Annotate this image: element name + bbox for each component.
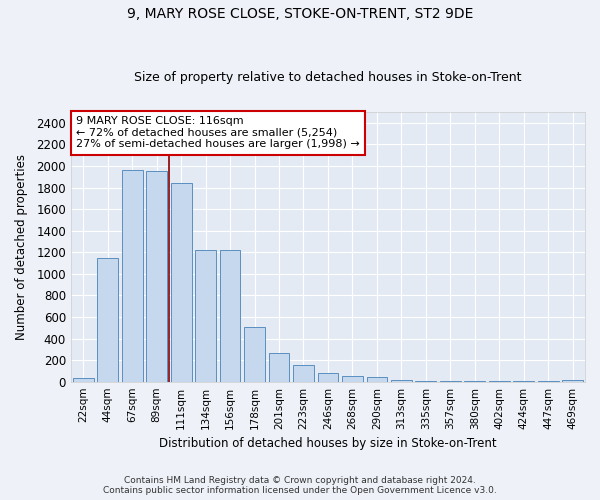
X-axis label: Distribution of detached houses by size in Stoke-on-Trent: Distribution of detached houses by size … xyxy=(159,437,497,450)
Bar xyxy=(146,172,167,382)
Bar xyxy=(489,381,510,382)
Bar xyxy=(170,183,191,382)
Bar xyxy=(122,170,143,382)
Bar xyxy=(220,250,241,382)
Bar xyxy=(464,381,485,382)
Bar xyxy=(415,380,436,382)
Bar xyxy=(73,378,94,382)
Bar xyxy=(97,258,118,382)
Text: 9 MARY ROSE CLOSE: 116sqm
← 72% of detached houses are smaller (5,254)
27% of se: 9 MARY ROSE CLOSE: 116sqm ← 72% of detac… xyxy=(76,116,360,150)
Bar xyxy=(391,380,412,382)
Bar xyxy=(317,372,338,382)
Text: Contains HM Land Registry data © Crown copyright and database right 2024.
Contai: Contains HM Land Registry data © Crown c… xyxy=(103,476,497,495)
Y-axis label: Number of detached properties: Number of detached properties xyxy=(15,154,28,340)
Bar xyxy=(293,365,314,382)
Bar xyxy=(538,381,559,382)
Bar xyxy=(244,326,265,382)
Bar xyxy=(440,381,461,382)
Bar xyxy=(514,381,534,382)
Text: 9, MARY ROSE CLOSE, STOKE-ON-TRENT, ST2 9DE: 9, MARY ROSE CLOSE, STOKE-ON-TRENT, ST2 … xyxy=(127,8,473,22)
Bar xyxy=(367,377,388,382)
Bar xyxy=(342,376,363,382)
Bar xyxy=(269,352,289,382)
Bar xyxy=(562,380,583,382)
Bar xyxy=(195,250,216,382)
Title: Size of property relative to detached houses in Stoke-on-Trent: Size of property relative to detached ho… xyxy=(134,72,522,85)
